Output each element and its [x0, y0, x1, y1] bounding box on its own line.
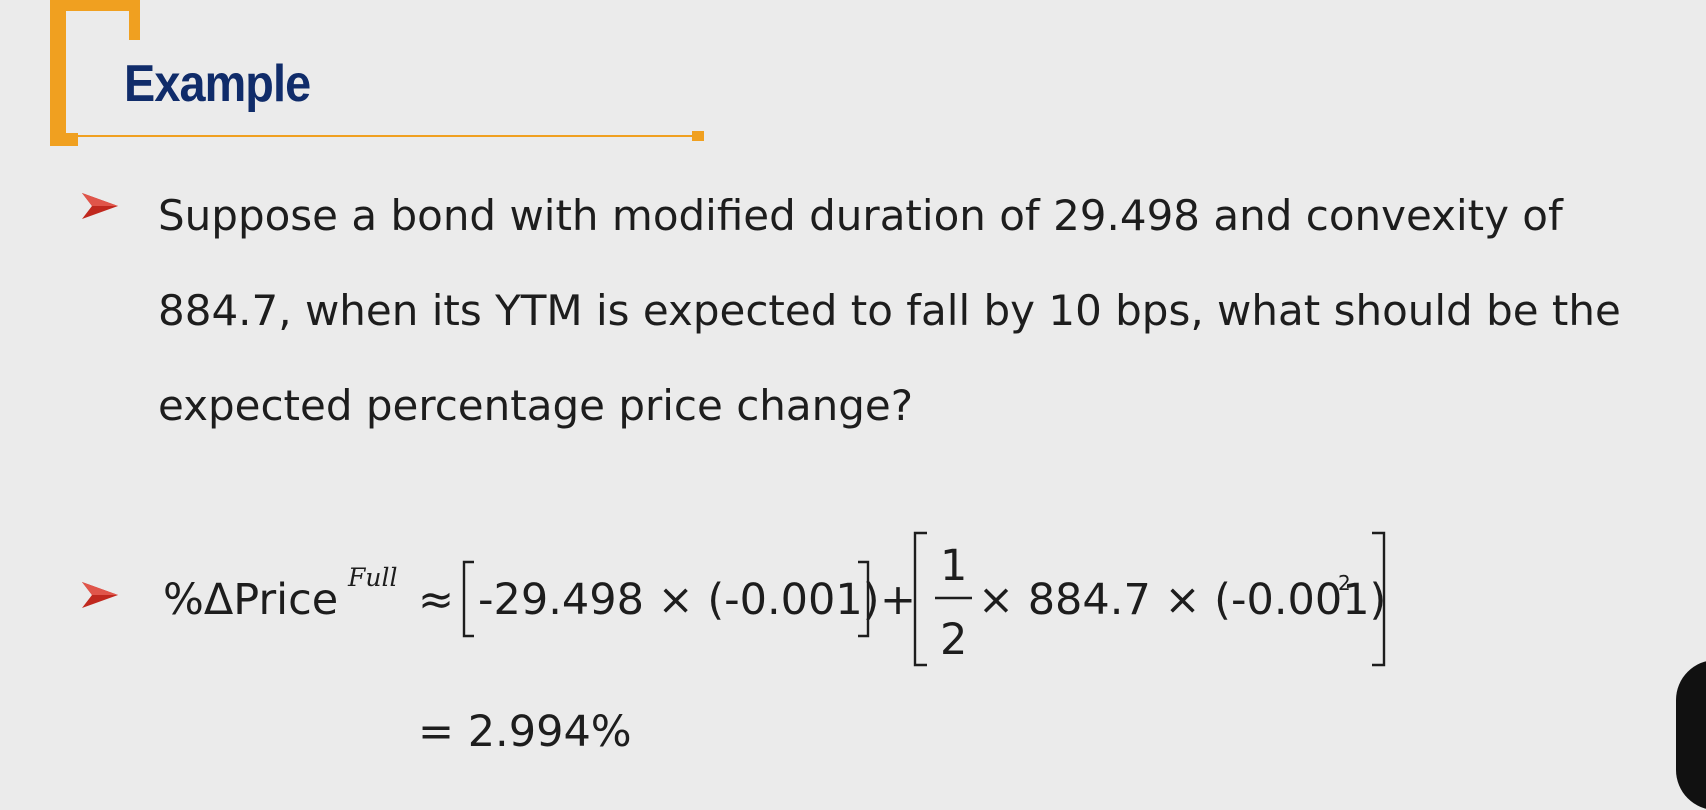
bracket-2-left [913, 531, 927, 667]
formula-term1: -29.498 × (-0.001) [478, 575, 880, 625]
slide-title: Example [124, 55, 311, 113]
formula-lhs: %ΔPrice [163, 575, 338, 625]
formula-plus: + [880, 575, 916, 625]
title-frame-left-bar [50, 0, 66, 146]
bracket-1-left [462, 560, 474, 638]
bracket-1-right [858, 560, 870, 638]
fraction-numerator: 1 [940, 541, 967, 591]
title-frame-corner [50, 133, 78, 146]
formula-term2-superscript: 2 [1338, 571, 1351, 595]
arrow-bullet-icon [82, 193, 118, 219]
question-line-2: 884.7, when its YTM is expected to fall … [158, 286, 1621, 335]
formula-approx: ≈ [418, 575, 454, 625]
bracket-2-right [1372, 531, 1386, 667]
formula-term2: × 884.7 × (-0.001) [978, 575, 1386, 625]
formula-result: = 2.994% [418, 707, 632, 757]
formula-lhs-superscript: Full [347, 563, 397, 592]
presenter-silhouette [1676, 660, 1706, 810]
question-line-1: Suppose a bond with modified duration of… [158, 191, 1563, 240]
question-text: Suppose a bond with modified duration of… [158, 168, 1698, 453]
arrow-bullet-icon [82, 582, 118, 608]
fraction-denominator: 2 [940, 615, 967, 665]
question-line-3: expected percentage price change? [158, 381, 914, 430]
title-frame-top-tick [129, 0, 140, 40]
title-underline-end [692, 131, 704, 141]
title-frame-top-bar [50, 0, 140, 11]
